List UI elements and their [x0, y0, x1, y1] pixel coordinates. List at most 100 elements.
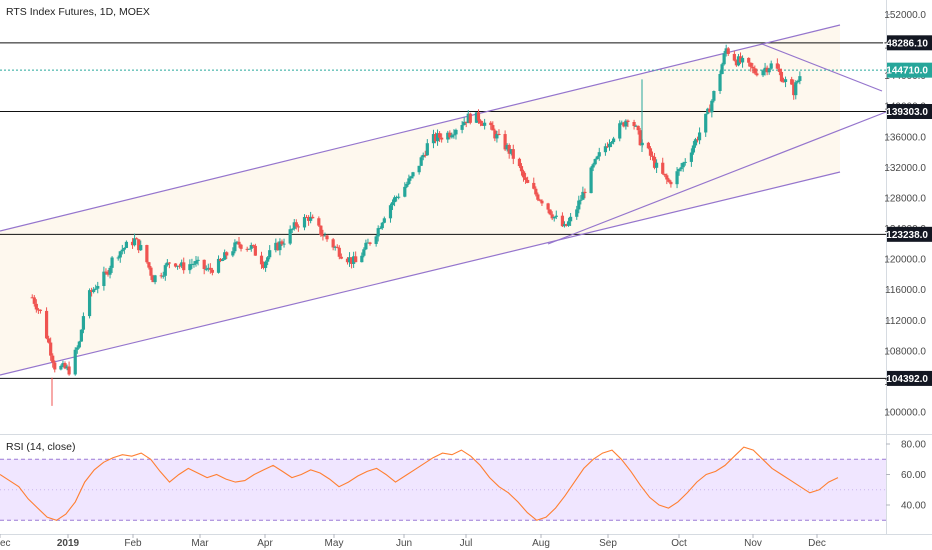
candle[interactable]: [337, 245, 341, 260]
candle[interactable]: [417, 165, 421, 175]
candle[interactable]: [534, 186, 538, 197]
candle[interactable]: [392, 195, 397, 207]
candle[interactable]: [431, 129, 436, 149]
candle[interactable]: [376, 225, 380, 242]
candle[interactable]: [536, 192, 540, 202]
candle[interactable]: [638, 127, 642, 146]
candle[interactable]: [583, 188, 587, 199]
candle[interactable]: [669, 180, 673, 188]
candle[interactable]: [679, 163, 683, 172]
resistance-trendline[interactable]: [761, 43, 883, 92]
candle[interactable]: [440, 133, 444, 143]
candle[interactable]: [153, 274, 157, 285]
candle[interactable]: [251, 244, 255, 249]
candle[interactable]: [548, 209, 552, 216]
candle[interactable]: [532, 177, 536, 190]
candle[interactable]: [147, 261, 151, 270]
candle[interactable]: [79, 329, 83, 342]
candle[interactable]: [282, 238, 286, 248]
candle[interactable]: [708, 104, 712, 113]
candle[interactable]: [452, 129, 456, 139]
candle[interactable]: [104, 268, 108, 275]
candle[interactable]: [478, 119, 483, 127]
candle[interactable]: [96, 281, 100, 294]
candle[interactable]: [204, 265, 208, 272]
candle[interactable]: [116, 255, 120, 261]
candle[interactable]: [102, 266, 106, 291]
candle[interactable]: [683, 158, 687, 166]
candle[interactable]: [483, 118, 487, 130]
candle[interactable]: [288, 225, 292, 246]
candle[interactable]: [593, 158, 597, 166]
channel-upper-line[interactable]: [0, 24, 841, 232]
candle[interactable]: [517, 157, 522, 168]
candle[interactable]: [233, 239, 237, 254]
candle[interactable]: [450, 132, 454, 139]
candle[interactable]: [726, 47, 730, 56]
candle[interactable]: [777, 64, 782, 76]
candle[interactable]: [333, 245, 337, 251]
candle[interactable]: [380, 221, 384, 230]
candle[interactable]: [208, 263, 212, 274]
candle[interactable]: [636, 125, 640, 135]
candle[interactable]: [390, 199, 395, 210]
candle[interactable]: [468, 112, 472, 125]
candle[interactable]: [44, 307, 49, 340]
candle[interactable]: [697, 127, 702, 145]
candle[interactable]: [597, 147, 601, 161]
candle[interactable]: [34, 299, 38, 313]
candle[interactable]: [722, 50, 726, 66]
candle[interactable]: [378, 226, 382, 230]
candle[interactable]: [122, 247, 126, 254]
candle[interactable]: [505, 143, 509, 152]
candle[interactable]: [362, 247, 366, 258]
candle[interactable]: [395, 195, 399, 202]
candle[interactable]: [192, 261, 196, 268]
candle[interactable]: [210, 267, 214, 276]
candle[interactable]: [38, 309, 43, 314]
candle[interactable]: [30, 294, 34, 299]
candle[interactable]: [526, 176, 530, 184]
candle[interactable]: [755, 68, 759, 77]
candle[interactable]: [278, 238, 282, 256]
candle[interactable]: [540, 199, 544, 207]
candle[interactable]: [237, 237, 241, 248]
candle[interactable]: [634, 124, 638, 127]
candle[interactable]: [259, 251, 264, 269]
candle[interactable]: [712, 90, 716, 103]
candle[interactable]: [546, 202, 550, 214]
candle[interactable]: [605, 142, 610, 149]
candle[interactable]: [231, 247, 235, 258]
candle[interactable]: [280, 239, 284, 246]
candle[interactable]: [151, 274, 155, 283]
candle[interactable]: [253, 243, 257, 256]
candle[interactable]: [579, 195, 583, 205]
candle[interactable]: [779, 68, 784, 83]
candle[interactable]: [364, 239, 368, 251]
candle[interactable]: [261, 261, 266, 270]
candle[interactable]: [188, 259, 192, 274]
candle[interactable]: [695, 136, 700, 143]
candle[interactable]: [438, 131, 442, 142]
candle[interactable]: [302, 214, 307, 231]
candle[interactable]: [433, 132, 438, 144]
candle[interactable]: [704, 113, 708, 137]
candle[interactable]: [448, 130, 452, 140]
candle[interactable]: [274, 238, 278, 253]
candle[interactable]: [221, 258, 225, 262]
candle[interactable]: [609, 140, 614, 148]
candle[interactable]: [419, 155, 423, 166]
candle[interactable]: [167, 262, 171, 269]
candle[interactable]: [411, 171, 415, 179]
candle[interactable]: [654, 159, 659, 173]
candle[interactable]: [405, 181, 409, 189]
candle[interactable]: [435, 129, 440, 146]
candle[interactable]: [145, 244, 149, 264]
candle[interactable]: [397, 193, 401, 200]
candle[interactable]: [790, 76, 794, 85]
candle[interactable]: [523, 172, 528, 184]
candle[interactable]: [130, 238, 135, 249]
candle[interactable]: [421, 152, 425, 161]
candle[interactable]: [409, 175, 413, 181]
candle[interactable]: [591, 162, 595, 172]
